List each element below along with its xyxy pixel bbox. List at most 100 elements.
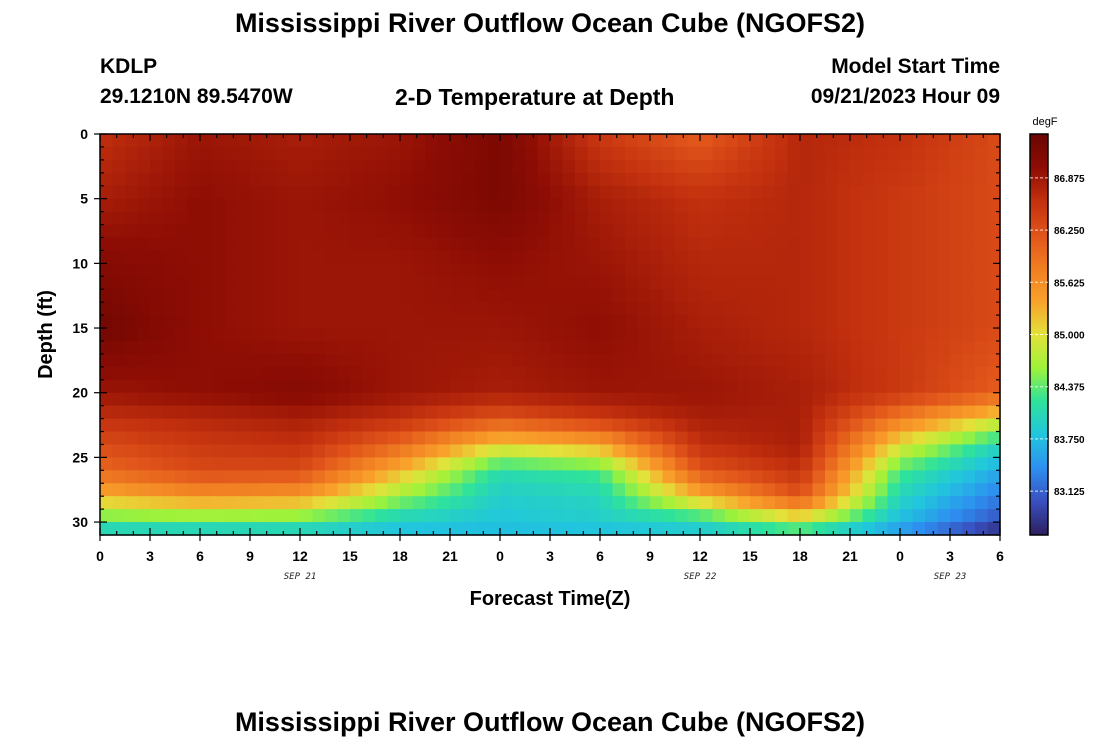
heatmap-cell — [362, 509, 376, 523]
heatmap-cell — [587, 379, 601, 394]
heatmap-cell — [400, 237, 414, 252]
heatmap-cell — [900, 353, 914, 368]
heatmap-cell — [812, 134, 826, 148]
heatmap-cell — [512, 237, 526, 252]
heatmap-cell — [812, 457, 826, 471]
heatmap-cell — [475, 392, 489, 407]
heatmap-cell — [675, 405, 689, 420]
heatmap-cell — [925, 224, 939, 239]
heatmap-cell — [737, 457, 751, 471]
heatmap-cell — [800, 470, 814, 484]
heatmap-cell — [750, 470, 764, 484]
heatmap-cell — [387, 509, 401, 523]
heatmap-cell — [900, 366, 914, 381]
heatmap-cell — [637, 444, 651, 458]
heatmap-cell — [850, 496, 864, 510]
heatmap-cell — [400, 522, 414, 536]
heatmap-cell — [150, 522, 164, 536]
heatmap-cell — [750, 146, 764, 161]
heatmap-cell — [875, 392, 889, 407]
heatmap-cell — [675, 224, 689, 239]
heatmap-cell — [550, 250, 564, 264]
heatmap-cell — [887, 522, 901, 536]
heatmap-cell — [650, 172, 664, 187]
heatmap-cell — [300, 431, 314, 446]
heatmap-cell — [312, 496, 326, 510]
heatmap-cell — [400, 263, 414, 277]
heatmap-cell — [625, 457, 639, 471]
heatmap-cell — [637, 276, 651, 290]
heatmap-cell — [550, 522, 564, 536]
heatmap-cell — [162, 418, 176, 433]
heatmap-cell — [425, 134, 439, 148]
heatmap-cell — [237, 444, 251, 458]
heatmap-cell — [600, 509, 614, 523]
heatmap-cell — [587, 431, 601, 446]
heatmap-cell — [187, 392, 201, 407]
heatmap-cell — [562, 134, 576, 148]
heatmap-cell — [812, 146, 826, 161]
heatmap-cell — [400, 302, 414, 316]
heatmap-cell — [112, 328, 126, 342]
heatmap-cell — [537, 522, 551, 536]
heatmap-cell — [600, 263, 614, 277]
heatmap-cell — [637, 263, 651, 277]
heatmap-cell — [900, 509, 914, 523]
heatmap-cell — [762, 509, 776, 523]
heatmap-cell — [312, 315, 326, 329]
heatmap-cell — [712, 340, 726, 355]
heatmap-cell — [837, 134, 851, 148]
heatmap-cell — [325, 276, 339, 290]
heatmap-cell — [950, 483, 964, 497]
heatmap-cell — [125, 379, 139, 394]
heatmap-cell — [750, 509, 764, 523]
heatmap-cell — [562, 211, 576, 226]
heatmap-cell — [575, 392, 589, 407]
heatmap-cell — [150, 315, 164, 329]
heatmap-cell — [325, 392, 339, 407]
heatmap-cell — [112, 496, 126, 510]
heatmap-cell — [837, 496, 851, 510]
heatmap-cell — [412, 444, 426, 458]
heatmap-cell — [562, 146, 576, 161]
heatmap-cell — [762, 198, 776, 213]
heatmap-cell — [312, 418, 326, 433]
heatmap-cell — [700, 172, 714, 187]
heatmap-cell — [637, 379, 651, 394]
heatmap-cell — [612, 379, 626, 394]
heatmap-cell — [437, 146, 451, 161]
heatmap-cell — [237, 172, 251, 187]
heatmap-cell — [962, 224, 976, 239]
heatmap-cell — [637, 509, 651, 523]
heatmap-cell — [325, 509, 339, 523]
heatmap-cell — [775, 379, 789, 394]
heatmap-cell — [300, 134, 314, 148]
heatmap-cell — [475, 315, 489, 329]
heatmap-cell — [837, 289, 851, 303]
heatmap-cell — [550, 470, 564, 484]
heatmap-cell — [225, 172, 239, 187]
heatmap-cell — [237, 340, 251, 355]
heatmap-cell — [612, 134, 626, 148]
heatmap-cell — [350, 379, 364, 394]
heatmap-cell — [712, 483, 726, 497]
heatmap-cell — [200, 444, 214, 458]
heatmap-cell — [875, 185, 889, 200]
heatmap-cell — [312, 431, 326, 446]
heatmap-cell — [500, 353, 514, 368]
heatmap-cell — [600, 146, 614, 161]
heatmap-cell — [862, 134, 876, 148]
heatmap-cell — [287, 405, 301, 420]
heatmap-cell — [212, 444, 226, 458]
heatmap-cell — [775, 496, 789, 510]
heatmap-cell — [187, 211, 201, 226]
heatmap-cell — [887, 444, 901, 458]
heatmap-cell — [962, 159, 976, 174]
heatmap-cell — [512, 159, 526, 174]
heatmap-cell — [700, 198, 714, 213]
heatmap-cell — [787, 250, 801, 264]
heatmap-cell — [362, 353, 376, 368]
heatmap-cell — [275, 289, 289, 303]
heatmap-cell — [637, 185, 651, 200]
